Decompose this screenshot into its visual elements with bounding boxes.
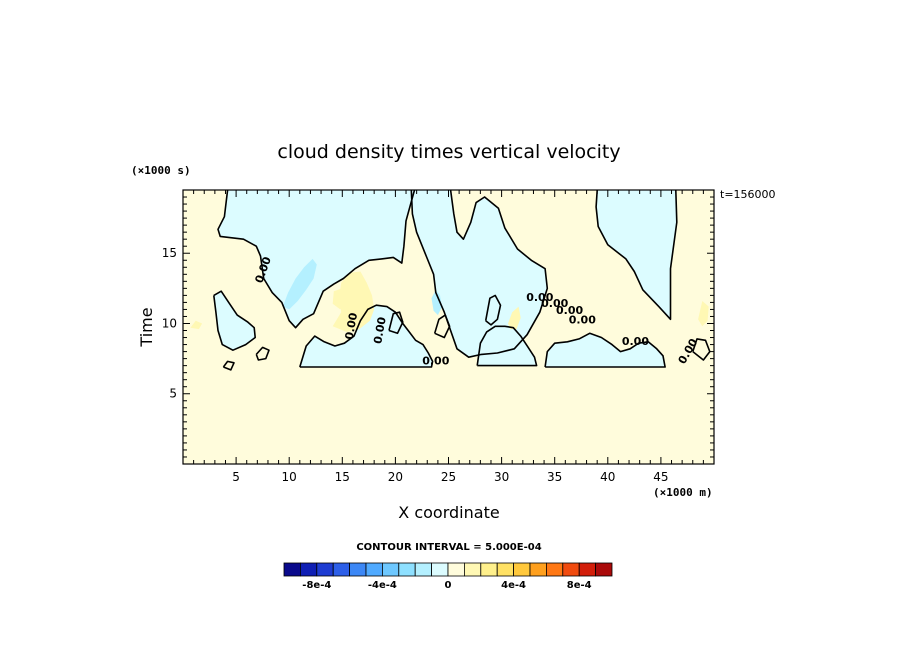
zero-contour-line: [299, 304, 434, 368]
y-tick-label: 5: [169, 387, 177, 401]
colorbar-swatch: [316, 562, 334, 577]
y-axis-ticks: 5 10 15: [162, 196, 714, 458]
shaded-regions: [190, 190, 709, 367]
colorbar-swatch: [529, 562, 547, 577]
zero-contour-line: [433, 314, 451, 339]
colorbar-swatch: [496, 562, 515, 577]
zero-contour-line: [476, 325, 538, 367]
colorbar-swatch: [480, 562, 498, 577]
x-tick-label: 20: [388, 470, 403, 484]
colorbar-swatch: [447, 562, 465, 577]
x-axis-unit: (×1000 m): [653, 486, 713, 499]
plot-area: 0.000.00 0.000.000.000.000.000.000.00 0.00…: [162, 189, 715, 484]
contour-label: 0.00: [371, 316, 389, 345]
colorbar-swatch: [431, 562, 449, 577]
contour-label: 0.00: [541, 297, 568, 310]
positive-region: [190, 320, 203, 330]
positive-region: [508, 306, 521, 330]
zero-contour-line: [213, 290, 256, 352]
colorbar-swatch: [463, 562, 482, 577]
colorbar-swatch: [349, 562, 367, 577]
colorbar-swatch: [578, 562, 597, 577]
x-tick-label: 30: [494, 470, 509, 484]
colorbar-swatch: [562, 562, 580, 577]
x-tick-label: 5: [232, 470, 240, 484]
x-tick-label: 10: [282, 470, 297, 484]
colorbar-tick-label: 8e-4: [567, 580, 592, 591]
zero-contour-line: [255, 346, 270, 361]
zero-contour-line: [217, 190, 416, 329]
colorbar-swatch: [299, 562, 318, 577]
contour-interval-text: CONTOUR INTERVAL = 5.000E-04: [356, 542, 541, 553]
zero-contour-line: [388, 311, 404, 335]
colorbar-swatch: [332, 562, 351, 577]
colorbar: -8e-4 -4e-4 0 4e-4 8e-4: [283, 562, 613, 591]
colorbar-swatch: [414, 562, 433, 577]
negative-region: [477, 326, 537, 366]
contour-label: 0.00: [526, 291, 553, 304]
zero-contour-line: [222, 360, 235, 371]
negative-region: [596, 190, 677, 320]
negative-region: [545, 333, 666, 367]
x-axis-label: X coordinate: [398, 503, 499, 522]
positive-region: [698, 301, 709, 327]
colorbar-tick-label: 4e-4: [501, 580, 526, 591]
colorbar-swatch: [546, 562, 564, 577]
chart-title: cloud density times vertical velocity: [277, 141, 620, 163]
positive-region: [332, 288, 347, 310]
contour-label: 0.00: [622, 335, 649, 348]
x-tick-label: 45: [653, 470, 668, 484]
negative-region: [213, 291, 256, 351]
zero-contours: [213, 190, 711, 371]
colorbar-tick-label: 0: [445, 580, 452, 591]
time-stamp: t=156000: [720, 188, 776, 201]
y-axis-unit: (×1000 s): [131, 164, 191, 177]
negative-region: [299, 305, 433, 367]
colorbar-tick-label: -4e-4: [368, 580, 397, 591]
colorbar-swatch: [365, 562, 383, 577]
colorbar-swatch: [595, 562, 613, 577]
x-tick-label: 15: [335, 470, 350, 484]
strong-negative-region: [282, 258, 317, 310]
colorbar-swatch: [513, 562, 531, 577]
y-tick-label: 15: [162, 246, 177, 260]
zero-contour-line: [692, 338, 711, 361]
colorbar-swatch: [283, 562, 301, 577]
contour-label: 0.00: [422, 354, 449, 367]
colorbar-swatch: [381, 562, 400, 577]
contour-label: 0.00: [556, 304, 583, 317]
contour-label: 0.00: [343, 311, 361, 340]
zero-contour-line: [595, 190, 678, 321]
x-tick-label: 25: [441, 470, 456, 484]
x-axis-ticks: 5 10 15 20 25 30 35 40 45: [193, 190, 704, 484]
colorbar-swatch: [398, 562, 416, 577]
zero-contour-line: [410, 190, 549, 359]
y-axis-label: Time: [137, 307, 156, 347]
negative-region: [218, 190, 415, 328]
contour-label: 0.00: [569, 314, 596, 327]
y-tick-label: 10: [162, 316, 177, 330]
zero-contour-line: [544, 332, 666, 368]
contour-labels: 0.000.00 0.000.000.000.000.000.000.00 0.00: [252, 255, 700, 368]
strong-negative-region: [431, 289, 443, 316]
zero-contour-line: [484, 294, 502, 326]
colorbar-tick-label: -8e-4: [302, 580, 331, 591]
x-tick-label: 40: [600, 470, 615, 484]
x-tick-label: 35: [547, 470, 562, 484]
